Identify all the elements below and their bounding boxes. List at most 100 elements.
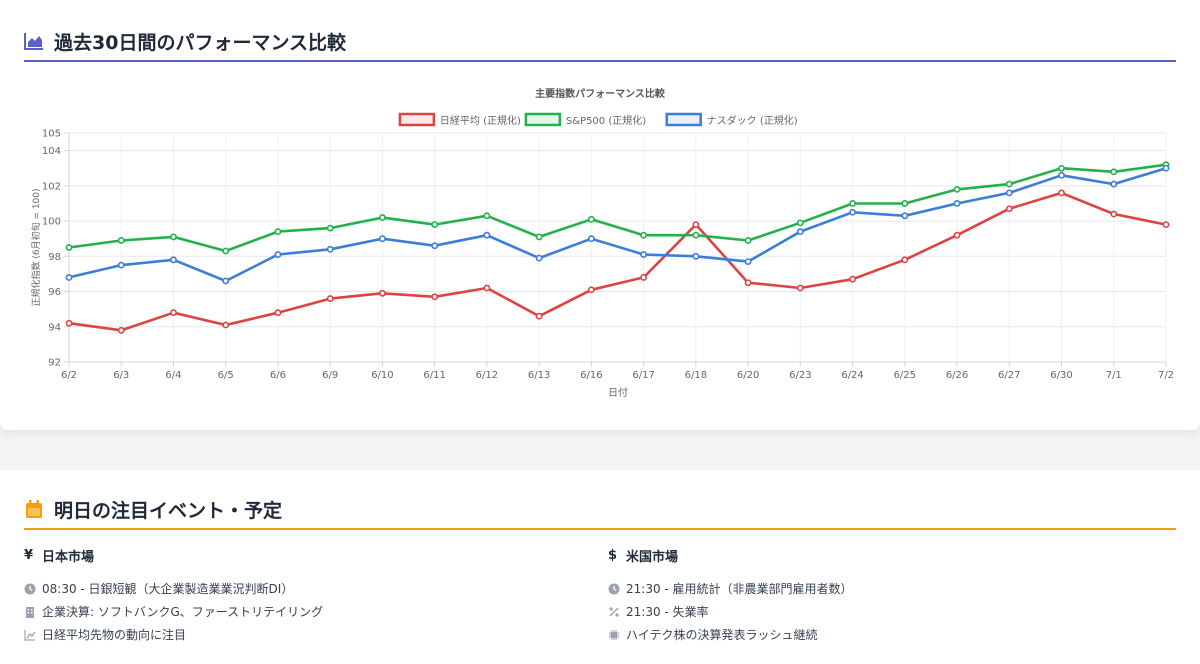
data-point <box>640 274 648 281</box>
y-axis-label: 正規化指数 (6月初旬 = 100) <box>30 188 42 306</box>
data-point <box>1058 164 1065 172</box>
data-point <box>326 224 334 232</box>
x-tick-label: 7/2 <box>1158 370 1174 381</box>
x-tick-label: 6/30 <box>1050 370 1072 381</box>
data-point <box>431 293 439 301</box>
event-text: 企業決算: ソフトバンクG、ファーストリテイリング <box>42 605 324 619</box>
x-tick-label: 6/13 <box>528 370 550 381</box>
data-point <box>117 237 125 244</box>
series-line <box>67 191 1168 332</box>
series-line <box>67 166 1168 283</box>
data-point <box>170 256 177 264</box>
list-item: 08:30 - 日銀短観（大企業製造業業況判断DI） <box>24 577 584 600</box>
data-point <box>535 233 543 241</box>
x-tick-label: 6/25 <box>894 370 916 381</box>
percent-icon <box>608 606 620 618</box>
legend-label: ナスダック (正規化) <box>707 114 798 127</box>
us-market-column: $ 米国市場 21:30 - 雇用統計（非農業部門雇用者数） 21:30 - 失… <box>608 546 1168 646</box>
event-text: 21:30 - 雇用統計（非農業部門雇用者数） <box>626 582 853 596</box>
data-point <box>901 200 909 207</box>
x-tick-label: 6/6 <box>270 370 286 381</box>
japan-market-column: ¥ 日本市場 08:30 - 日銀短観（大企業製造業業況判断DI） 企業決算: … <box>24 546 584 646</box>
y-tick-label: 105 <box>42 129 61 140</box>
legend-swatch <box>665 112 702 127</box>
data-point <box>326 295 334 302</box>
data-point <box>117 326 125 334</box>
yen-icon: ¥ <box>24 548 34 563</box>
y-tick-label: 96 <box>48 287 61 298</box>
y-tick-label: 102 <box>42 181 61 192</box>
y-tick-label: 98 <box>48 252 61 263</box>
data-point <box>326 245 334 253</box>
performance-card: 過去30日間のパフォーマンス比較 92 94 96 98 100 102 104 105 6/2… <box>0 0 1200 430</box>
us-market-header: $ 米国市場 <box>608 546 1168 565</box>
us-market-title: 米国市場 <box>626 550 679 565</box>
data-point <box>1162 221 1170 228</box>
calendar-icon <box>26 500 42 518</box>
data-point <box>1058 171 1065 179</box>
data-point <box>483 212 491 220</box>
x-tick-label: 6/27 <box>998 370 1020 381</box>
data-point <box>1110 180 1118 188</box>
x-tick-label: 6/4 <box>165 370 181 381</box>
data-point <box>692 231 700 239</box>
data-point <box>796 284 804 292</box>
data-point <box>65 244 73 251</box>
data-point <box>483 231 491 239</box>
data-point <box>796 228 804 236</box>
series-line <box>67 163 1168 253</box>
x-tick-label: 6/17 <box>632 370 654 381</box>
x-tick-label: 6/2 <box>61 370 77 381</box>
events-section-header: 明日の注目イベント・予定 <box>24 490 1176 530</box>
list-item: 21:30 - 失業率 <box>608 600 1168 623</box>
x-tick-label: 6/3 <box>113 370 129 381</box>
data-point <box>379 235 386 243</box>
data-point <box>170 233 177 241</box>
x-tick-label: 6/20 <box>737 370 759 381</box>
list-item: 21:30 - 雇用統計（非農業部門雇用者数） <box>608 577 1168 600</box>
data-point <box>692 252 700 260</box>
x-tick-label: 6/5 <box>218 370 234 381</box>
data-point <box>901 256 909 264</box>
x-tick-label: 6/24 <box>841 370 863 381</box>
data-point <box>692 221 700 228</box>
event-text: 08:30 - 日銀短観（大企業製造業業況判断DI） <box>42 582 294 596</box>
data-point <box>849 275 856 283</box>
list-item: 日経平均先物の動向に注目 <box>24 623 584 646</box>
performance-chart: 92 94 96 98 100 102 104 105 6/2 6/3 6/4 6/5 6/6 6/9 6/… <box>30 87 1174 399</box>
area-chart-icon <box>24 33 43 50</box>
data-point <box>274 228 282 236</box>
chart-title: 主要指数パフォーマンス比較 <box>535 87 666 100</box>
chip-icon <box>608 629 620 641</box>
data-point <box>744 258 752 265</box>
data-point <box>587 215 595 223</box>
x-tick-label: 6/10 <box>371 370 393 381</box>
y-tick-label: 104 <box>42 146 61 157</box>
data-point <box>640 231 648 239</box>
data-point <box>117 261 125 269</box>
performance-section-title: 過去30日間のパフォーマンス比較 <box>54 31 347 54</box>
list-item: 企業決算: ソフトバンクG、ファーストリテイリング <box>24 600 584 623</box>
x-tick-label: 6/23 <box>789 370 811 381</box>
data-point <box>849 200 856 207</box>
data-point <box>953 231 961 239</box>
data-point <box>587 235 595 243</box>
data-point <box>1005 180 1013 188</box>
events-section-title: 明日の注目イベント・予定 <box>54 499 283 522</box>
legend-label: 日経平均 (正規化) <box>440 114 521 127</box>
clock-icon <box>24 583 36 595</box>
data-point <box>170 309 177 317</box>
clock-icon <box>608 583 620 595</box>
data-point <box>849 208 856 216</box>
x-tick-label: 6/26 <box>946 370 968 381</box>
y-tick-label: 92 <box>48 358 61 369</box>
legend-label: S&P500 (正規化) <box>566 114 646 127</box>
data-point <box>274 309 282 317</box>
x-axis-label: 日付 <box>608 386 628 399</box>
data-point <box>65 319 73 327</box>
building-icon <box>24 606 36 618</box>
event-text: 日経平均先物の動向に注目 <box>42 628 187 642</box>
event-text: ハイテク株の決算発表ラッシュ継続 <box>626 628 818 642</box>
performance-section-header: 過去30日間のパフォーマンス比較 <box>24 22 1176 62</box>
data-point <box>1058 189 1065 197</box>
